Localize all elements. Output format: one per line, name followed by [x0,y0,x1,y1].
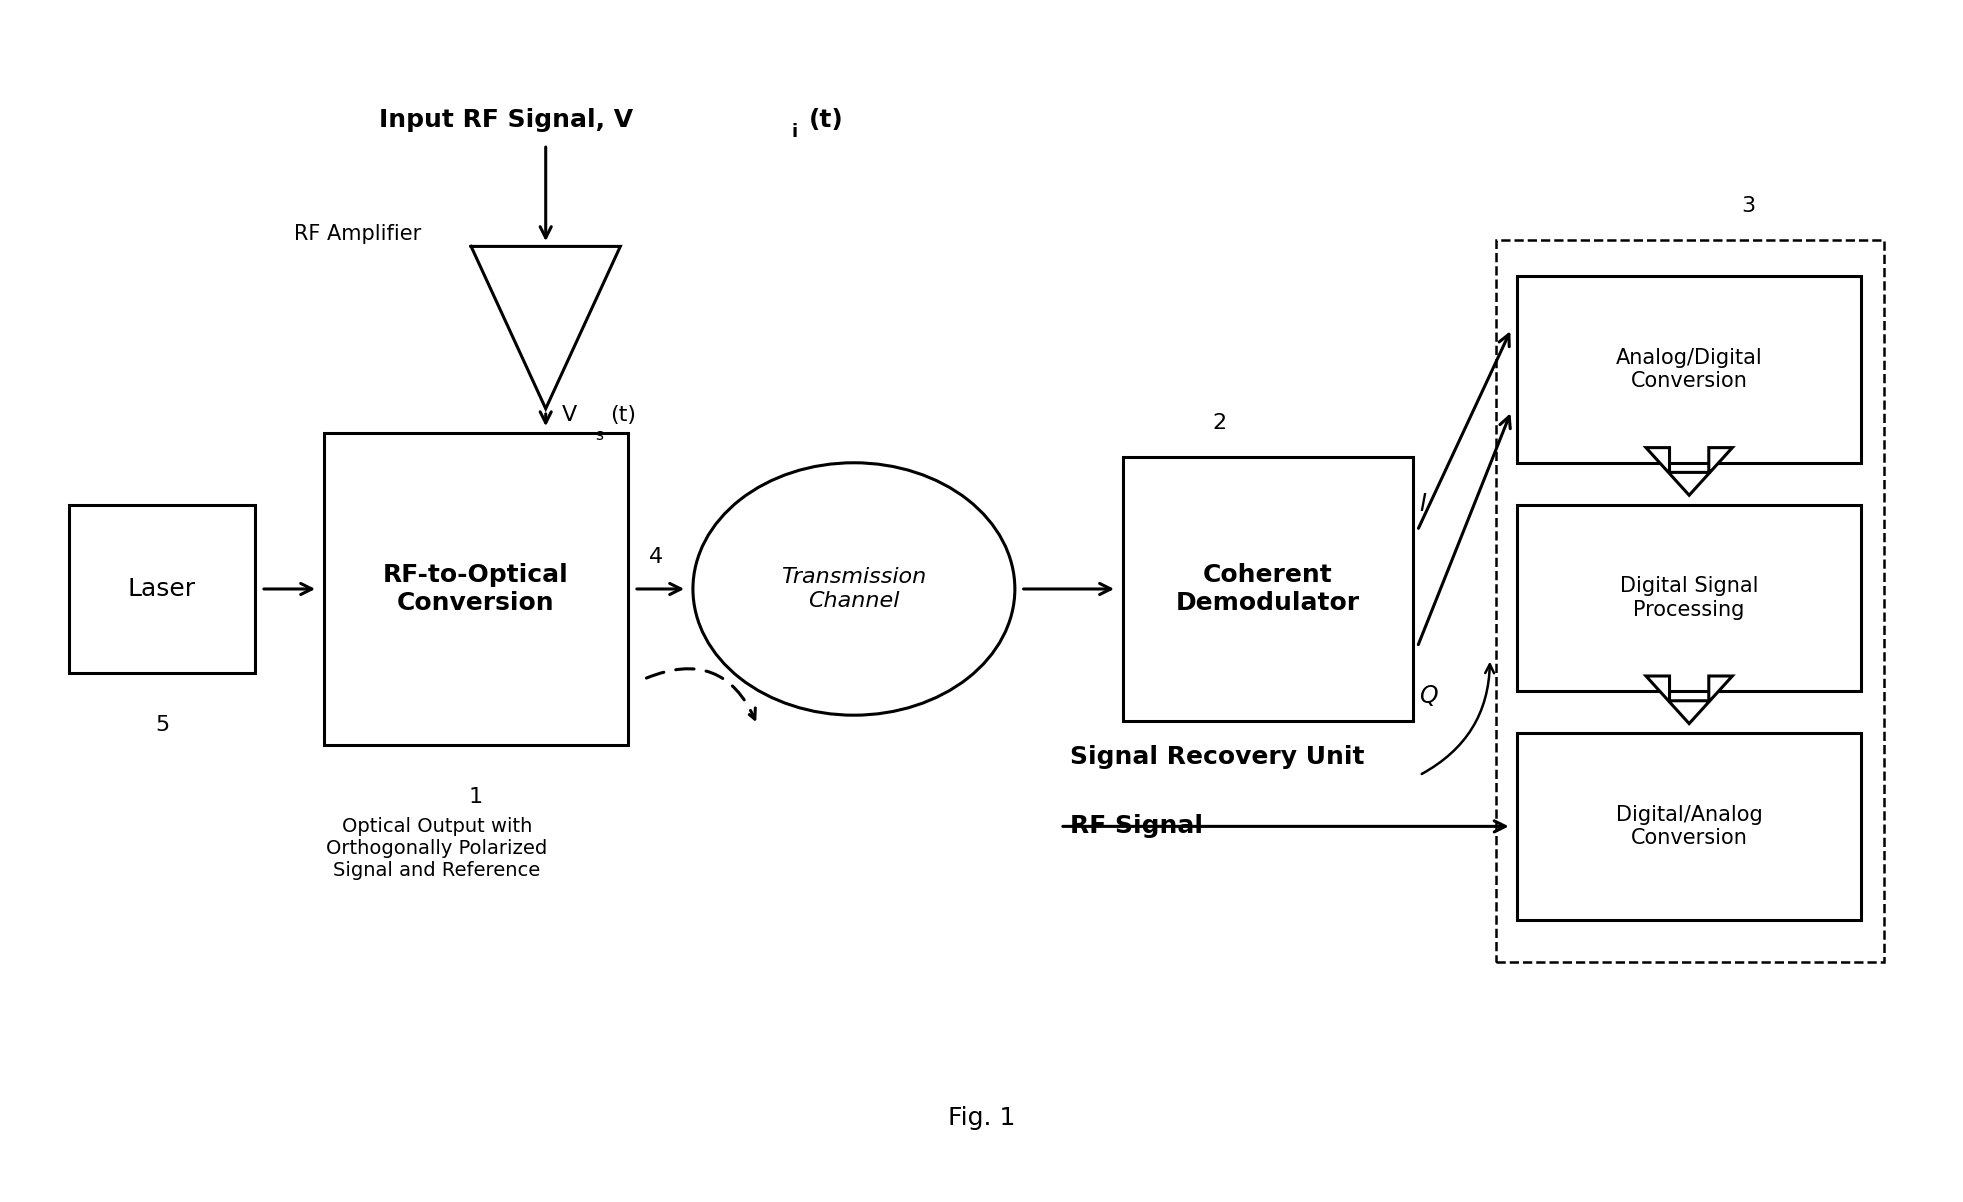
Text: i: i [791,123,797,141]
FancyBboxPatch shape [1517,733,1861,920]
Text: 2: 2 [1211,412,1227,433]
Text: Fig. 1: Fig. 1 [948,1106,1015,1130]
Text: V: V [561,405,577,424]
Text: 3: 3 [1741,196,1755,216]
FancyBboxPatch shape [1517,276,1861,463]
FancyBboxPatch shape [324,433,628,745]
Text: RF Signal: RF Signal [1070,815,1203,838]
Polygon shape [1645,447,1733,495]
Text: Input RF Signal, V: Input RF Signal, V [379,108,632,132]
Text: (t): (t) [809,108,844,132]
Text: RF Amplifier: RF Amplifier [294,225,422,244]
Text: $Q$: $Q$ [1419,683,1439,708]
Text: Analog/Digital
Conversion: Analog/Digital Conversion [1616,349,1763,391]
Text: Laser: Laser [128,577,196,601]
Text: 1: 1 [469,787,483,808]
Text: RF-to-Optical
Conversion: RF-to-Optical Conversion [383,563,569,615]
FancyBboxPatch shape [1517,505,1861,691]
Ellipse shape [693,463,1015,715]
Text: s: s [595,428,603,442]
Text: (t): (t) [610,405,636,424]
Text: 4: 4 [648,547,663,567]
Polygon shape [1645,676,1733,724]
Text: Coherent
Demodulator: Coherent Demodulator [1176,563,1360,615]
FancyBboxPatch shape [1496,240,1884,962]
Text: Digital Signal
Processing: Digital Signal Processing [1619,577,1759,619]
FancyBboxPatch shape [69,505,255,673]
Text: Transmission
Channel: Transmission Channel [781,567,927,611]
FancyBboxPatch shape [1123,457,1413,721]
Text: Signal Recovery Unit: Signal Recovery Unit [1070,745,1364,769]
Polygon shape [471,246,620,409]
Text: 5: 5 [155,715,169,736]
Text: Digital/Analog
Conversion: Digital/Analog Conversion [1616,805,1763,847]
Text: Optical Output with
Orthogonally Polarized
Signal and Reference: Optical Output with Orthogonally Polariz… [326,817,548,880]
Text: $I$: $I$ [1419,493,1427,517]
